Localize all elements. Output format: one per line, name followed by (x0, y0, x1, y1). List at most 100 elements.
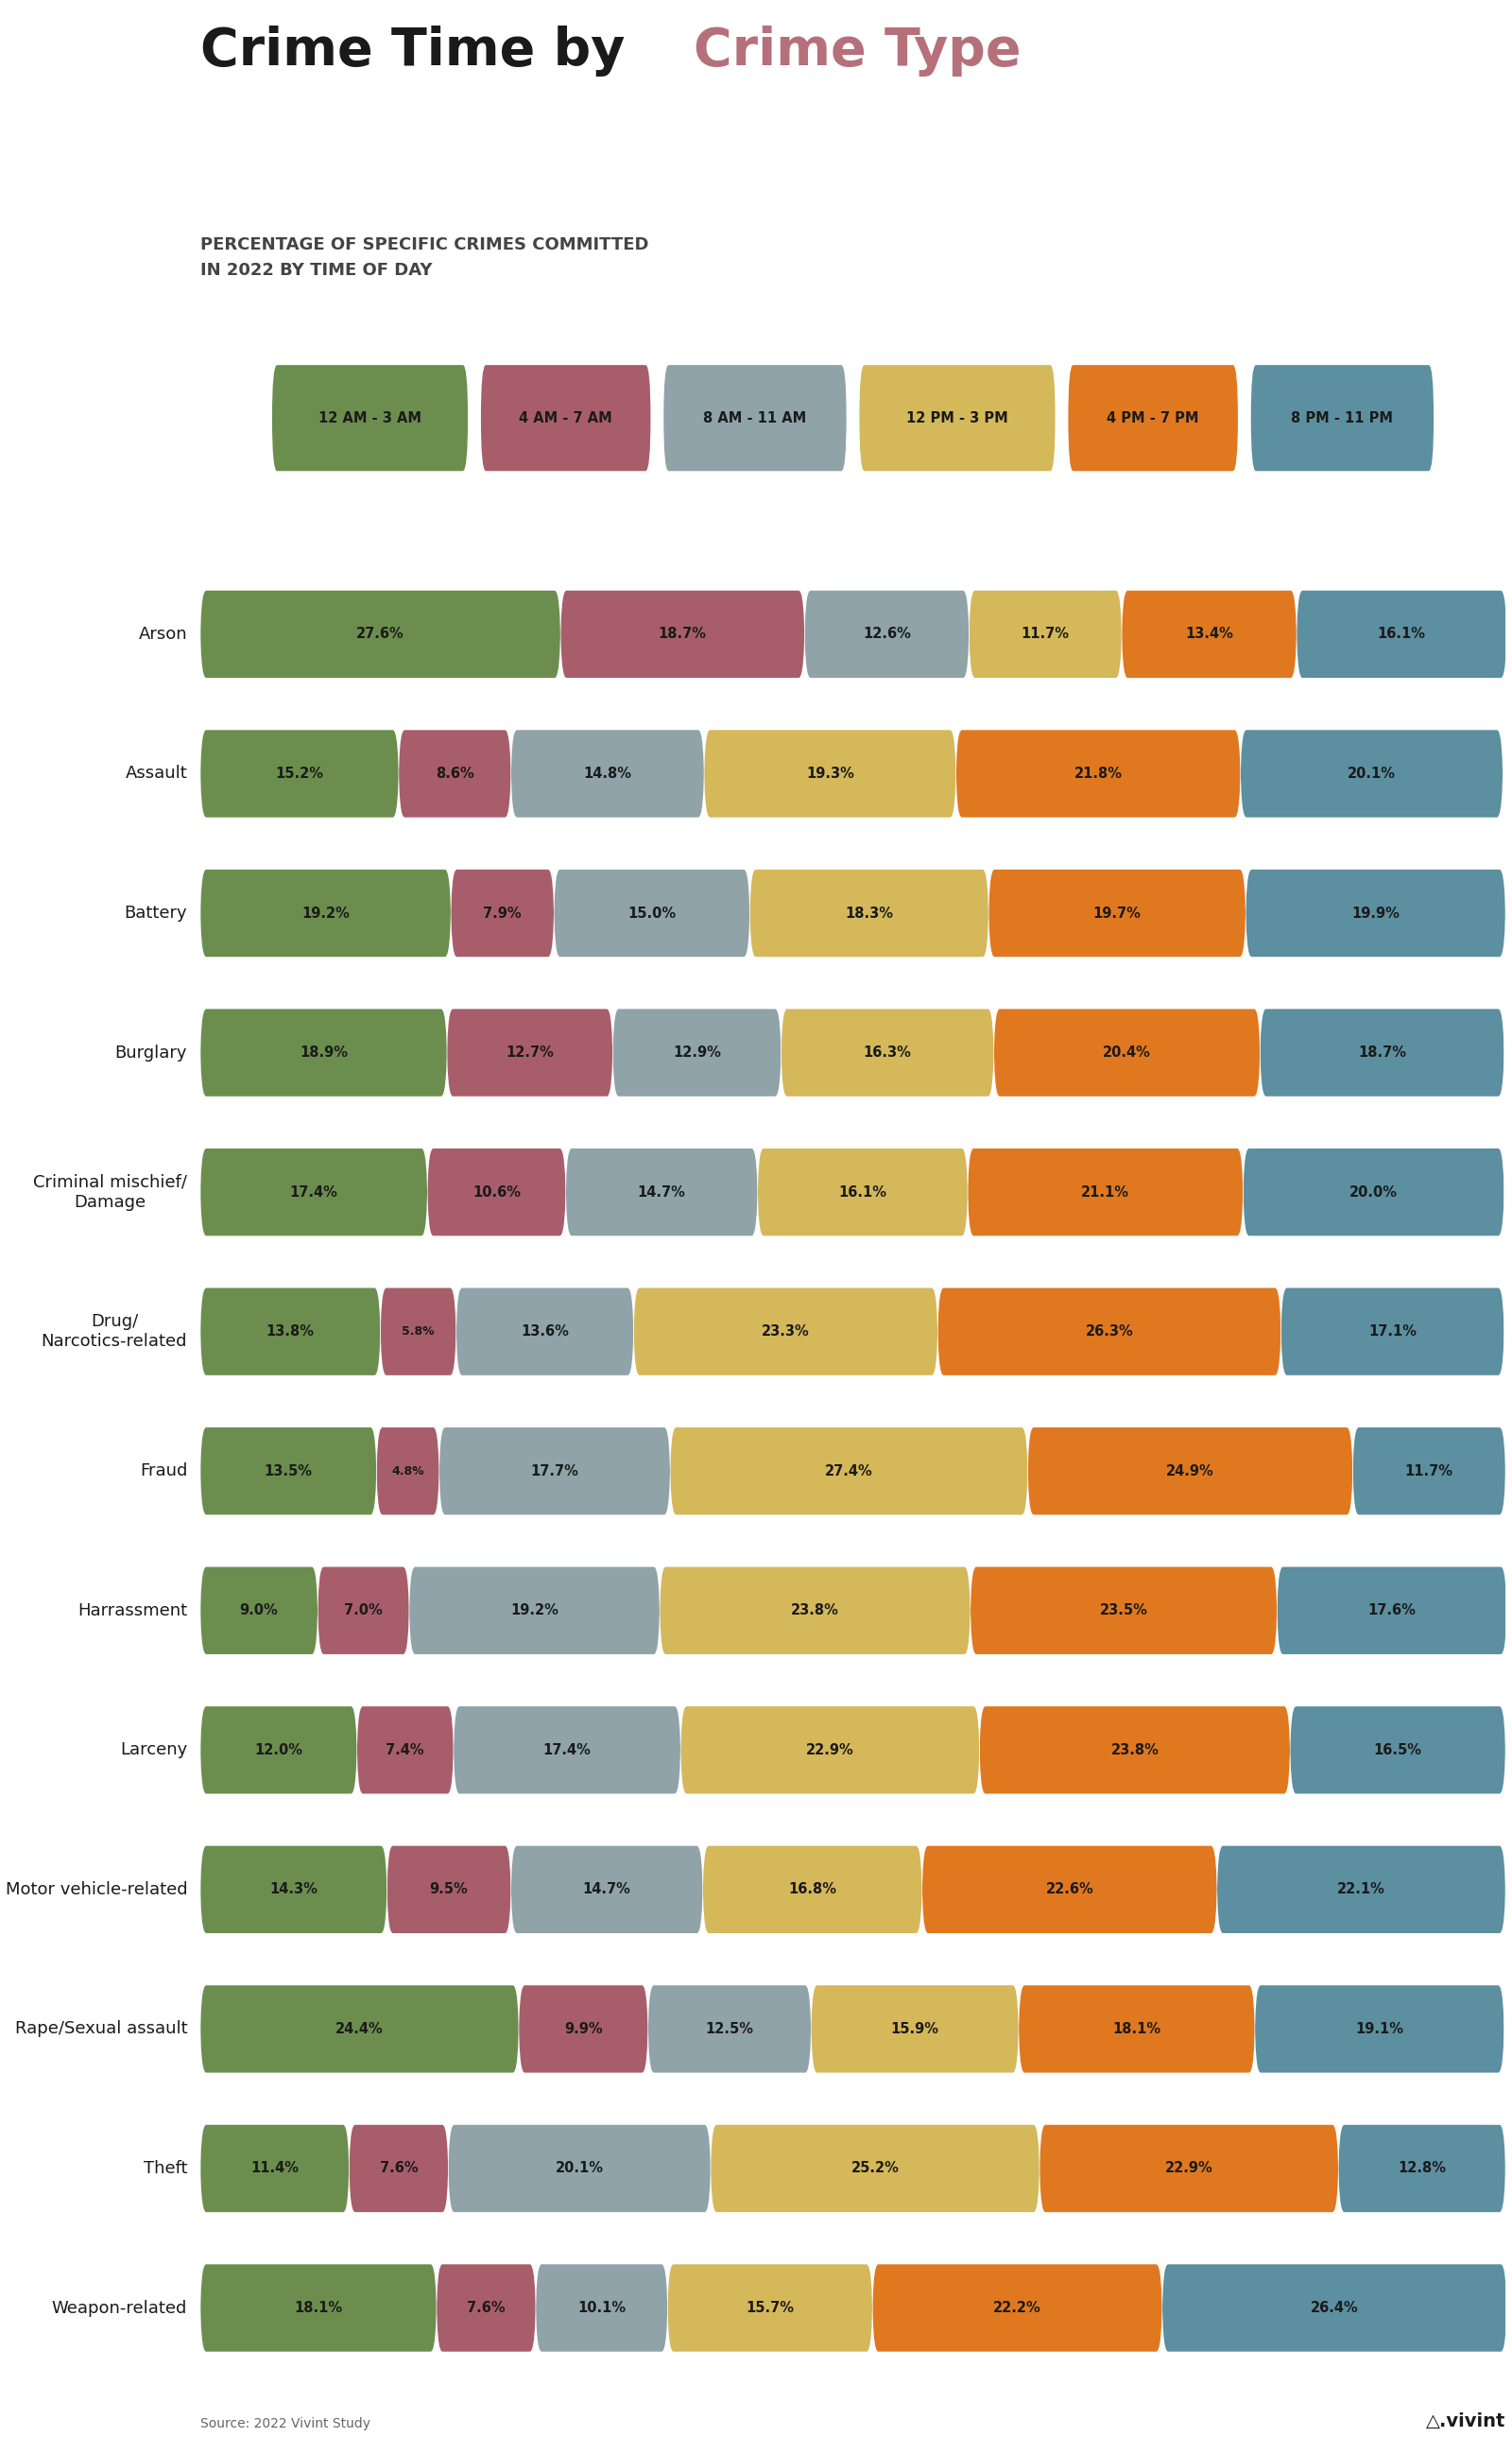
FancyBboxPatch shape (1278, 1568, 1507, 1654)
Text: 20.1%: 20.1% (1347, 766, 1396, 780)
Text: 24.4%: 24.4% (336, 2022, 384, 2037)
FancyBboxPatch shape (670, 1428, 1028, 1514)
Text: 13.8%: 13.8% (266, 1325, 314, 1340)
Text: 18.7%: 18.7% (1358, 1045, 1406, 1060)
FancyBboxPatch shape (454, 1706, 680, 1794)
Text: 15.0%: 15.0% (627, 906, 676, 920)
FancyBboxPatch shape (272, 366, 467, 471)
FancyBboxPatch shape (1240, 729, 1503, 817)
Text: 12.7%: 12.7% (507, 1045, 553, 1060)
Text: 4 PM - 7 PM: 4 PM - 7 PM (1107, 410, 1199, 425)
FancyBboxPatch shape (782, 1009, 993, 1097)
Text: 15.9%: 15.9% (891, 2022, 939, 2037)
Text: 20.1%: 20.1% (555, 2162, 603, 2177)
FancyBboxPatch shape (438, 1428, 670, 1514)
Text: 19.3%: 19.3% (806, 766, 854, 780)
Text: 8.6%: 8.6% (435, 766, 475, 780)
FancyBboxPatch shape (200, 591, 561, 677)
Text: 26.4%: 26.4% (1311, 2302, 1358, 2314)
FancyBboxPatch shape (200, 1568, 318, 1654)
Text: 13.6%: 13.6% (520, 1325, 569, 1340)
FancyBboxPatch shape (553, 869, 750, 957)
FancyBboxPatch shape (680, 1706, 980, 1794)
FancyBboxPatch shape (381, 1288, 457, 1374)
FancyBboxPatch shape (1067, 366, 1238, 471)
Text: 16.3%: 16.3% (863, 1045, 912, 1060)
Text: 27.4%: 27.4% (826, 1465, 872, 1477)
Text: Harrassment: Harrassment (77, 1602, 187, 1620)
Text: 8 AM - 11 AM: 8 AM - 11 AM (703, 410, 806, 425)
Text: 20.0%: 20.0% (1350, 1185, 1397, 1200)
Text: 13.5%: 13.5% (265, 1465, 313, 1477)
FancyBboxPatch shape (1353, 1428, 1506, 1514)
Text: Burglary: Burglary (115, 1043, 187, 1060)
Text: 18.3%: 18.3% (845, 906, 894, 920)
FancyBboxPatch shape (612, 1009, 782, 1097)
FancyBboxPatch shape (922, 1845, 1217, 1934)
FancyBboxPatch shape (1019, 1985, 1255, 2074)
Text: 12.8%: 12.8% (1397, 2162, 1445, 2177)
FancyBboxPatch shape (968, 1148, 1243, 1237)
Text: 17.7%: 17.7% (531, 1465, 579, 1477)
Text: Crime Time by: Crime Time by (200, 25, 643, 76)
Text: 21.1%: 21.1% (1081, 1185, 1129, 1200)
FancyBboxPatch shape (1338, 2125, 1506, 2211)
Text: 16.8%: 16.8% (788, 1882, 836, 1897)
FancyBboxPatch shape (859, 366, 1055, 471)
Text: 9.0%: 9.0% (240, 1602, 278, 1617)
FancyBboxPatch shape (980, 1706, 1290, 1794)
Text: 12.6%: 12.6% (863, 628, 910, 640)
FancyBboxPatch shape (200, 2125, 349, 2211)
FancyBboxPatch shape (758, 1148, 968, 1237)
FancyBboxPatch shape (565, 1148, 758, 1237)
FancyBboxPatch shape (993, 1009, 1259, 1097)
FancyBboxPatch shape (357, 1706, 454, 1794)
FancyBboxPatch shape (750, 869, 989, 957)
Text: 8 PM - 11 PM: 8 PM - 11 PM (1291, 410, 1394, 425)
FancyBboxPatch shape (872, 2265, 1163, 2351)
FancyBboxPatch shape (711, 2125, 1040, 2211)
FancyBboxPatch shape (1246, 869, 1506, 957)
FancyBboxPatch shape (511, 1845, 703, 1934)
Text: 18.9%: 18.9% (299, 1045, 348, 1060)
Text: 21.8%: 21.8% (1074, 766, 1122, 780)
Text: 14.8%: 14.8% (584, 766, 632, 780)
Text: 9.9%: 9.9% (564, 2022, 603, 2037)
Text: Motor vehicle-related: Motor vehicle-related (5, 1882, 187, 1897)
Text: 12.0%: 12.0% (254, 1742, 302, 1757)
FancyBboxPatch shape (634, 1288, 937, 1374)
Text: Assault: Assault (125, 766, 187, 783)
Text: 11.7%: 11.7% (1021, 628, 1069, 640)
Text: 26.3%: 26.3% (1086, 1325, 1134, 1340)
FancyBboxPatch shape (519, 1985, 649, 2074)
Text: 11.4%: 11.4% (251, 2162, 299, 2177)
Text: 16.5%: 16.5% (1374, 1742, 1421, 1757)
Text: Criminal mischief/
Damage: Criminal mischief/ Damage (33, 1173, 187, 1210)
Text: PERCENTAGE OF SPECIFIC CRIMES COMMITTED
IN 2022 BY TIME OF DAY: PERCENTAGE OF SPECIFIC CRIMES COMMITTED … (200, 236, 649, 280)
FancyBboxPatch shape (659, 1568, 971, 1654)
Text: 24.9%: 24.9% (1166, 1465, 1214, 1477)
FancyBboxPatch shape (200, 2265, 437, 2351)
Text: 19.7%: 19.7% (1093, 906, 1142, 920)
FancyBboxPatch shape (1028, 1428, 1353, 1514)
FancyBboxPatch shape (200, 1009, 448, 1097)
FancyBboxPatch shape (810, 1985, 1019, 2074)
FancyBboxPatch shape (481, 366, 650, 471)
Text: 11.7%: 11.7% (1405, 1465, 1453, 1477)
Text: 17.4%: 17.4% (543, 1742, 591, 1757)
Text: 19.9%: 19.9% (1352, 906, 1400, 920)
Text: 22.1%: 22.1% (1337, 1882, 1385, 1897)
Text: 10.6%: 10.6% (472, 1185, 520, 1200)
Text: 17.1%: 17.1% (1368, 1325, 1417, 1340)
FancyBboxPatch shape (376, 1428, 438, 1514)
FancyBboxPatch shape (200, 1428, 376, 1514)
Text: Weapon-related: Weapon-related (51, 2299, 187, 2317)
FancyBboxPatch shape (1281, 1288, 1504, 1374)
FancyBboxPatch shape (1290, 1706, 1506, 1794)
Text: Fraud: Fraud (139, 1463, 187, 1480)
FancyBboxPatch shape (649, 1985, 810, 2074)
Text: 12 AM - 3 AM: 12 AM - 3 AM (319, 410, 422, 425)
FancyBboxPatch shape (956, 729, 1240, 817)
FancyBboxPatch shape (200, 1845, 387, 1934)
FancyBboxPatch shape (971, 1568, 1278, 1654)
